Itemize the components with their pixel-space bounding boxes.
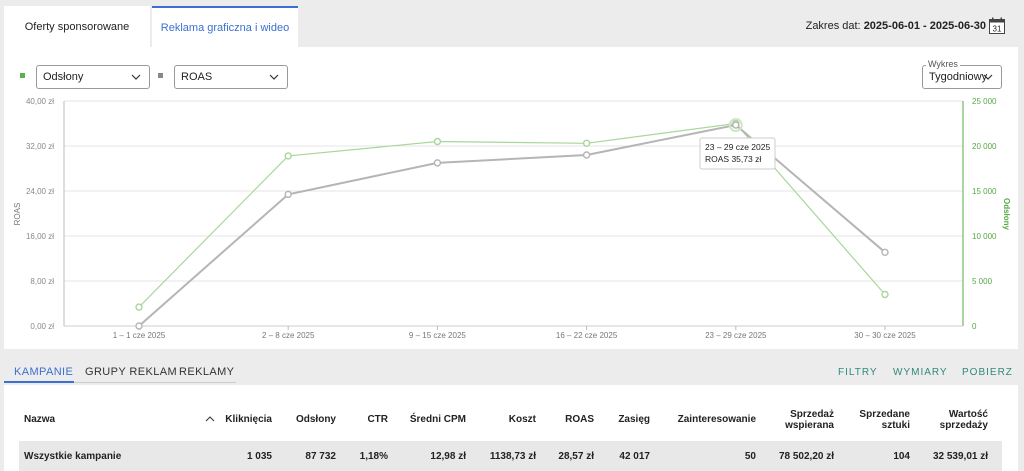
y2-tick-label: 5 000: [972, 277, 993, 286]
x-tick-label: 30 – 30 cze 2025: [854, 331, 916, 340]
top-bar: Oferty sponsorowane Reklama graficzna i …: [0, 0, 1024, 47]
col-header-cpm[interactable]: Średni CPM: [409, 414, 466, 425]
cell-engagement: 50: [744, 451, 756, 462]
y2-axis-title: Odsłony: [1002, 198, 1011, 231]
col-header-sales-value-line2: sprzedaży: [939, 420, 988, 431]
y2-tick-label: 15 000: [972, 187, 997, 196]
roas-legend-marker: [158, 73, 163, 78]
date-range: Zakres dat: 2025-06-01 - 2025-06-30: [806, 20, 986, 32]
roas-data-point: [732, 121, 740, 129]
tab-campaigns[interactable]: KAMPANIE: [14, 366, 74, 378]
tabs-divider: [4, 382, 236, 383]
active-tab-indicator: [4, 381, 74, 383]
calendar-day: 31: [993, 25, 1002, 34]
metric2-select[interactable]: ROAS: [174, 65, 288, 89]
odslony-data-point: [135, 303, 143, 311]
cell-name: Wszystkie kampanie: [24, 451, 122, 462]
cell-clicks: 1 035: [246, 451, 272, 462]
col-header-roas[interactable]: ROAS: [565, 414, 594, 425]
col-header-units-sold[interactable]: Sprzedane sztuki: [840, 409, 910, 431]
table-tabs-bar: [0, 349, 1024, 385]
cell-ctr: 1,18%: [359, 451, 388, 462]
dimensions-button[interactable]: WYMIARY: [893, 367, 948, 378]
metric2-value: ROAS: [181, 71, 213, 83]
cell-roas: 28,57 zł: [558, 451, 594, 462]
roas-data-point: [135, 322, 143, 330]
tab-sponsored-offers[interactable]: Oferty sponsorowane: [4, 6, 150, 47]
metric1-select[interactable]: Odsłony: [36, 65, 150, 89]
y-tick-label: 32,00 zł: [26, 142, 54, 151]
filters-button[interactable]: FILTRY: [838, 367, 878, 378]
line-chart: 0,00 zł 8,00 zł 16,00 zł 24,00 zł 32,00 zł 40…: [13, 97, 1011, 340]
odslony-legend-marker: [20, 73, 25, 78]
col-header-ctr[interactable]: CTR: [367, 414, 388, 425]
calendar-icon[interactable]: 31: [989, 17, 1005, 34]
odslony-data-point: [284, 152, 292, 160]
col-header-units-sold-line1: Sprzedane: [859, 409, 910, 420]
chart-period-label: Wykres: [926, 59, 960, 69]
col-header-views[interactable]: Odsłony: [295, 414, 336, 425]
odslony-data-point: [582, 139, 591, 148]
date-range-label: Zakres dat:: [805, 20, 861, 32]
col-header-sales-value-line1: Wartość: [948, 409, 988, 420]
sort-ascending-icon[interactable]: [205, 416, 215, 422]
cell-cpm: 12,98 zł: [430, 451, 466, 462]
hover-highlight: [728, 118, 743, 133]
x-tick-label: 23 – 29 cze 2025: [705, 331, 767, 340]
y-axis-title: ROAS: [13, 203, 22, 226]
y-tick-label: 8,00 zł: [30, 277, 54, 286]
tooltip-value: ROAS 35,73 zł: [705, 154, 761, 164]
col-header-cost[interactable]: Koszt: [508, 414, 536, 425]
x-tick-label: 9 – 15 cze 2025: [409, 331, 466, 340]
cell-assisted-sales: 78 502,20 zł: [778, 451, 834, 462]
col-header-name[interactable]: Nazwa: [24, 414, 56, 425]
tab-ads[interactable]: REKLAMY: [179, 366, 235, 378]
col-header-reach[interactable]: Zasięg: [618, 414, 650, 425]
chart-period-select[interactable]: Tygodniowy: [922, 65, 1002, 89]
col-header-units-sold-line2: sztuki: [881, 420, 910, 431]
table-row-total[interactable]: [19, 441, 1002, 471]
x-tick-label: 16 – 22 cze 2025: [556, 331, 618, 340]
y-tick-label: 16,00 zł: [26, 232, 54, 241]
chevron-down-icon: [131, 74, 141, 80]
col-header-assisted-sales-line1: Sprzedaż: [790, 409, 834, 420]
chevron-down-icon: [269, 74, 279, 80]
y2-tick-label: 10 000: [972, 232, 997, 241]
x-tick-label: 1 – 1 cze 2025: [113, 331, 166, 340]
download-button[interactable]: POBIERZ: [962, 367, 1013, 378]
cell-reach: 42 017: [619, 451, 650, 462]
date-range-value: 2025-06-01 - 2025-06-30: [863, 20, 986, 32]
y-tick-label: 24,00 zł: [26, 187, 54, 196]
roas-data-point: [433, 159, 442, 167]
chart-panel: [4, 47, 1018, 349]
odslony-data-point: [881, 290, 889, 299]
odslony-data-point: [433, 137, 442, 146]
roas-data-point: [284, 190, 292, 199]
tooltip-period: 23 – 29 cze 2025: [705, 142, 770, 152]
col-header-assisted-sales[interactable]: Sprzedaż wspierana: [760, 409, 834, 431]
y-tick-label: 0,00 zł: [30, 322, 54, 331]
roas-data-point: [881, 248, 889, 257]
metric1-value: Odsłony: [43, 71, 84, 83]
cell-views: 87 732: [305, 451, 336, 462]
cell-sales-value: 32 539,01 zł: [932, 451, 988, 462]
tab-ad-groups[interactable]: GRUPY REKLAM: [85, 366, 178, 378]
col-header-engagement[interactable]: Zainteresowanie: [677, 414, 756, 425]
tooltip-box: [699, 137, 776, 170]
tab-display-video[interactable]: Reklama graficzna i wideo: [152, 6, 298, 47]
roas-data-point: [582, 151, 591, 159]
y2-tick-label: 20 000: [972, 142, 997, 151]
cell-cost: 1138,73 zł: [489, 451, 536, 462]
col-header-assisted-sales-line2: wspierana: [785, 420, 834, 431]
col-header-sales-value[interactable]: Wartość sprzedaży: [914, 409, 988, 431]
y2-tick-label: 0: [972, 322, 977, 331]
y2-tick-label: 25 000: [972, 97, 997, 106]
chevron-down-icon: [983, 74, 993, 80]
chart-period-value: Tygodniowy: [929, 71, 988, 83]
col-header-clicks[interactable]: Kliknięcia: [225, 414, 272, 425]
x-tick-label: 2 – 8 cze 2025: [262, 331, 315, 340]
y-tick-label: 40,00 zł: [26, 97, 54, 106]
cell-units-sold: 104: [893, 451, 910, 462]
